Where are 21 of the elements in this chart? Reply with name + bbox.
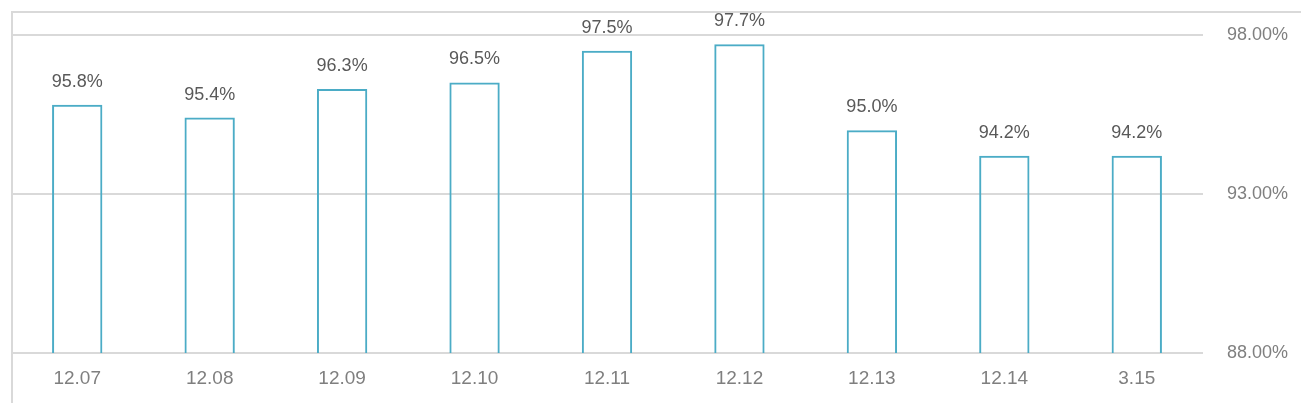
x-tick-label: 12.14 <box>980 366 1029 388</box>
y-tick-label: 98.00% <box>1227 23 1289 44</box>
x-tick-label: 12.10 <box>450 366 499 388</box>
data-label: 94.2% <box>978 121 1030 142</box>
y-tick-label: 88.00% <box>1227 341 1289 362</box>
data-label: 95.4% <box>184 83 236 104</box>
data-label: 96.5% <box>449 48 501 69</box>
data-label: 95.0% <box>846 96 898 117</box>
x-tick-label: 12.11 <box>583 366 631 388</box>
x-tick-label: 12.12 <box>715 366 764 388</box>
x-tick-label: 12.08 <box>185 366 234 388</box>
data-label: 97.7% <box>713 10 765 31</box>
data-label: 95.8% <box>51 70 103 91</box>
x-tick-label: 12.13 <box>848 366 896 388</box>
x-tick-label: 3.15 <box>1118 366 1156 388</box>
data-label: 97.5% <box>581 16 633 37</box>
data-label: 96.3% <box>316 54 368 75</box>
y-tick-label: 93.00% <box>1227 182 1289 203</box>
data-label: 94.2% <box>1111 121 1163 142</box>
x-tick-label: 12.07 <box>53 366 101 388</box>
x-tick-label: 12.09 <box>318 366 366 388</box>
